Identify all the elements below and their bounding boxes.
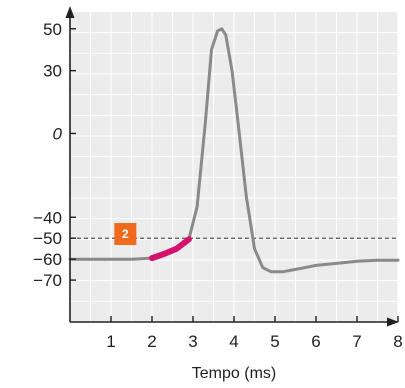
x-tick-labels: 1 2 3 4 5 6 7 8 [106,332,402,351]
y-tick-labels: 50 30 0 −40 −50 −60 −70 [33,20,62,290]
y-tick-label: 50 [43,20,62,39]
x-tick-label: 7 [352,332,361,351]
depolarization-segment [149,236,192,262]
y-tick-label: −60 [33,250,62,269]
x-axis-arrow [387,317,399,327]
marker-badge-label: 2 [122,227,129,241]
y-tick-label: −70 [33,271,62,290]
x-tick-label: 2 [147,332,156,351]
marker-badge-box [114,223,137,246]
x-axis-title: Tempo (ms) [192,365,276,382]
x-tick-label: 6 [311,332,320,351]
y-tick-label: −40 [33,208,62,227]
y-tick-label: 0 [53,124,63,143]
marker-badge: 2 [114,223,137,246]
x-tick-label: 4 [229,332,238,351]
series-group [68,27,400,274]
y-tick-label: 30 [43,62,62,81]
x-tick-label: 5 [270,332,279,351]
x-tick-label: 8 [393,332,402,351]
y-axis-arrow [65,6,75,18]
x-tick-label: 3 [188,332,197,351]
x-tick-label: 1 [106,332,115,351]
axis-ticks [70,28,399,322]
y-tick-label: −50 [33,229,62,248]
